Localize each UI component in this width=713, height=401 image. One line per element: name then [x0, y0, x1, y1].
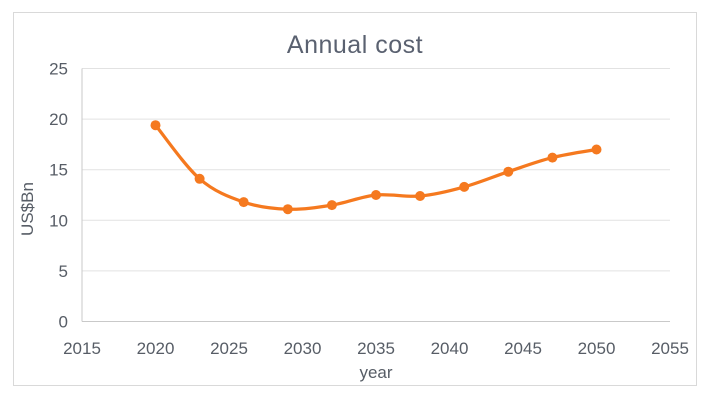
x-tick-label: 2015 — [63, 339, 101, 358]
y-tick-label: 25 — [49, 60, 68, 79]
chart-title: Annual cost — [286, 31, 424, 59]
data-point-2035 — [371, 190, 381, 200]
x-tick-label: 2020 — [137, 339, 175, 358]
x-tick-label: 2040 — [431, 339, 469, 358]
y-tick-label: 10 — [49, 211, 68, 230]
y-tick-label: 20 — [49, 110, 68, 129]
x-tick-label: 2045 — [504, 339, 542, 358]
chart-frame: Annual cost US$Bn year 0 5 10 15 20 25 2015 202… — [13, 12, 697, 386]
data-point-2032 — [326, 200, 337, 211]
x-tick-label: 2055 — [651, 339, 689, 358]
data-point-2026 — [238, 197, 249, 208]
x-tick-label: 2050 — [578, 339, 616, 358]
y-tick-label: 15 — [49, 161, 68, 180]
data-point-2041 — [459, 181, 470, 192]
data-point-2050 — [591, 144, 602, 155]
x-tick-label: 2025 — [210, 339, 248, 358]
x-tick-label: 2030 — [284, 339, 322, 358]
x-axis-title: year — [359, 363, 393, 382]
y-tick-label: 5 — [59, 262, 68, 281]
data-point-2047 — [547, 152, 558, 163]
data-point-2023 — [194, 173, 205, 184]
data-point-2044 — [503, 166, 514, 177]
data-point-2020 — [150, 120, 161, 131]
data-point-2029 — [282, 204, 293, 215]
x-tick-label: 2035 — [357, 339, 395, 358]
y-tick-label: 0 — [59, 313, 68, 332]
data-point-2038 — [415, 191, 426, 201]
